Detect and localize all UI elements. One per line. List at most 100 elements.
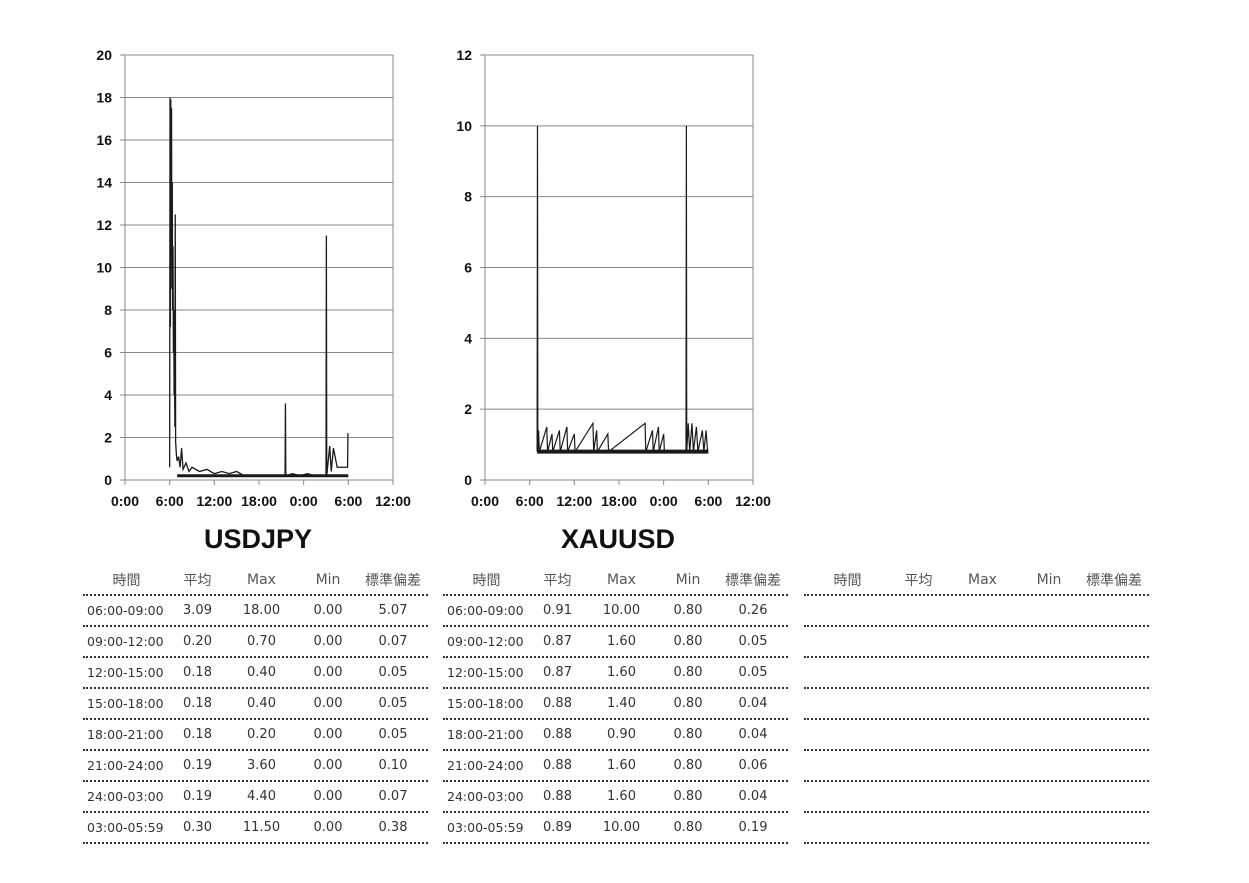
xauusd-y-tick-label: 2 (464, 401, 472, 417)
usdjpy-x-tick-label: 6:00 (156, 493, 184, 509)
xauusd-x-tick-label: 18:00 (601, 493, 637, 509)
xauusd-x-tick-label: 12:00 (735, 493, 771, 509)
cell-max: 3.60 (247, 758, 276, 773)
table-row: 09:00-12:00 0.20 0.70 0.00 0.07 (83, 627, 428, 658)
usdjpy-y-tick-label: 14 (96, 175, 112, 191)
cell-stddev: 0.04 (738, 727, 768, 742)
header-min: Min (315, 572, 341, 588)
table-row: 12:00-15:00 0.87 1.60 0.80 0.05 (443, 658, 788, 689)
xauusd-y-tick-label: 12 (456, 47, 472, 63)
table-header-row: 時間 平均 Max Min 標準偏差 (443, 566, 788, 596)
table-row (804, 782, 1149, 813)
cell-time: 18:00-21:00 (447, 727, 524, 742)
cell-avg: 0.18 (183, 727, 212, 742)
cell-stddev: 0.06 (738, 758, 768, 773)
table-row: 06:00-09:00 0.91 10.00 0.80 0.26 (443, 596, 788, 627)
table-row (804, 751, 1149, 782)
xauusd-x-tick-label: 12:00 (556, 493, 592, 509)
cell-stddev: 0.26 (738, 603, 768, 618)
cell-max: 4.40 (247, 789, 276, 804)
cell-time: 24:00-03:00 (87, 789, 164, 804)
cell-max: 0.40 (247, 696, 276, 711)
table-row: 12:00-15:00 0.18 0.40 0.00 0.05 (83, 658, 428, 689)
cell-min: 0.80 (673, 696, 703, 711)
cell-min: 0.00 (313, 665, 343, 680)
cell-avg: 0.88 (543, 727, 572, 742)
cell-stddev: 0.05 (738, 665, 768, 680)
xauusd-x-tick-label: 6:00 (516, 493, 544, 509)
xauusd-y-tick-label: 0 (464, 472, 472, 488)
cell-max: 0.40 (247, 665, 276, 680)
cell-avg: 0.20 (183, 634, 212, 649)
usdjpy-y-tick-label: 2 (104, 430, 112, 446)
cell-stddev: 0.10 (378, 758, 408, 773)
cell-max: 1.60 (607, 758, 636, 773)
cell-avg: 0.18 (183, 665, 212, 680)
usdjpy-x-tick-label: 6:00 (334, 493, 362, 509)
cell-time: 03:00-05:59 (87, 820, 164, 835)
xauusd-chart: 0 2 4 6 8 10 12 0:00 6:00 12:00 18:00 0:00 6:00 12:00 (445, 40, 775, 520)
usdjpy-y-tick-label: 20 (96, 47, 112, 63)
cell-min: 0.80 (673, 665, 703, 680)
table-row (804, 720, 1149, 751)
header-time: 時間 (112, 573, 141, 589)
cell-time: 03:00-05:59 (447, 820, 524, 835)
usdjpy-y-tick-label: 0 (104, 472, 112, 488)
cell-stddev: 0.05 (738, 634, 768, 649)
xauusd-x-tick-label: 0:00 (650, 493, 678, 509)
cell-max: 10.00 (602, 820, 641, 835)
cell-time: 12:00-15:00 (87, 665, 164, 680)
cell-min: 0.80 (673, 727, 703, 742)
xauusd-series-line (536, 125, 709, 454)
cell-time: 09:00-12:00 (447, 634, 524, 649)
cell-time: 12:00-15:00 (447, 665, 524, 680)
xauusd-chart-title: XAUUSD (560, 524, 675, 554)
cell-min: 0.00 (313, 758, 343, 773)
cell-stddev: 0.07 (378, 789, 408, 804)
cell-max: 1.60 (607, 665, 636, 680)
xauusd-y-tick-label: 8 (464, 189, 472, 205)
cell-stddev: 5.07 (378, 603, 408, 618)
cell-time: 06:00-09:00 (447, 603, 524, 618)
header-time: 時間 (472, 573, 501, 589)
xauusd-x-tick-label: 6:00 (694, 493, 722, 509)
cell-avg: 0.87 (543, 634, 572, 649)
cell-min: 0.80 (673, 758, 703, 773)
cell-min: 0.00 (313, 820, 343, 835)
usdjpy-chart: 0 2 4 6 8 10 12 14 16 18 20 0:00 6:00 12:00 18:00 0:00 6… (85, 40, 415, 520)
header-time: 時間 (833, 573, 862, 589)
table-row: 03:00-05:59 0.89 10.00 0.80 0.19 (443, 813, 788, 844)
cell-min: 0.00 (313, 696, 343, 711)
header-max: Max (607, 572, 636, 588)
table-row: 21:00-24:00 0.19 3.60 0.00 0.10 (83, 751, 428, 782)
usdjpy-y-tick-label: 8 (104, 302, 112, 318)
cell-min: 0.00 (313, 789, 343, 804)
table-row: 24:00-03:00 0.88 1.60 0.80 0.04 (443, 782, 788, 813)
empty-stats-table: 時間 平均 Max Min 標準偏差 (804, 566, 1149, 844)
cell-stddev: 0.05 (378, 696, 408, 711)
cell-time: 06:00-09:00 (87, 603, 164, 618)
cell-avg: 0.91 (543, 603, 572, 618)
cell-avg: 0.88 (543, 758, 572, 773)
cell-stddev: 0.05 (378, 727, 408, 742)
cell-stddev: 0.05 (378, 665, 408, 680)
cell-time: 15:00-18:00 (87, 696, 164, 711)
usdjpy-y-tick-label: 16 (96, 132, 112, 148)
cell-avg: 0.19 (183, 789, 212, 804)
usdjpy-y-tick-label: 10 (96, 260, 112, 276)
cell-avg: 0.88 (543, 789, 572, 804)
table-row (804, 627, 1149, 658)
usdjpy-chart-svg: 0 2 4 6 8 10 12 14 16 18 20 0:00 6:00 12:00 18:00 0:00 6… (96, 47, 411, 509)
table-row: 15:00-18:00 0.18 0.40 0.00 0.05 (83, 689, 428, 720)
cell-min: 0.80 (673, 603, 703, 618)
xauusd-y-tick-label: 10 (456, 118, 472, 134)
cell-min: 0.80 (673, 634, 703, 649)
cell-time: 21:00-24:00 (447, 758, 524, 773)
usdjpy-x-tick-label: 12:00 (375, 493, 411, 509)
cell-min: 0.80 (673, 820, 703, 835)
cell-max: 1.60 (607, 789, 636, 804)
usdjpy-x-tick-label: 0:00 (290, 493, 318, 509)
header-avg: 平均 (543, 573, 572, 589)
header-min: Min (675, 572, 701, 588)
header-avg: 平均 (183, 573, 212, 589)
